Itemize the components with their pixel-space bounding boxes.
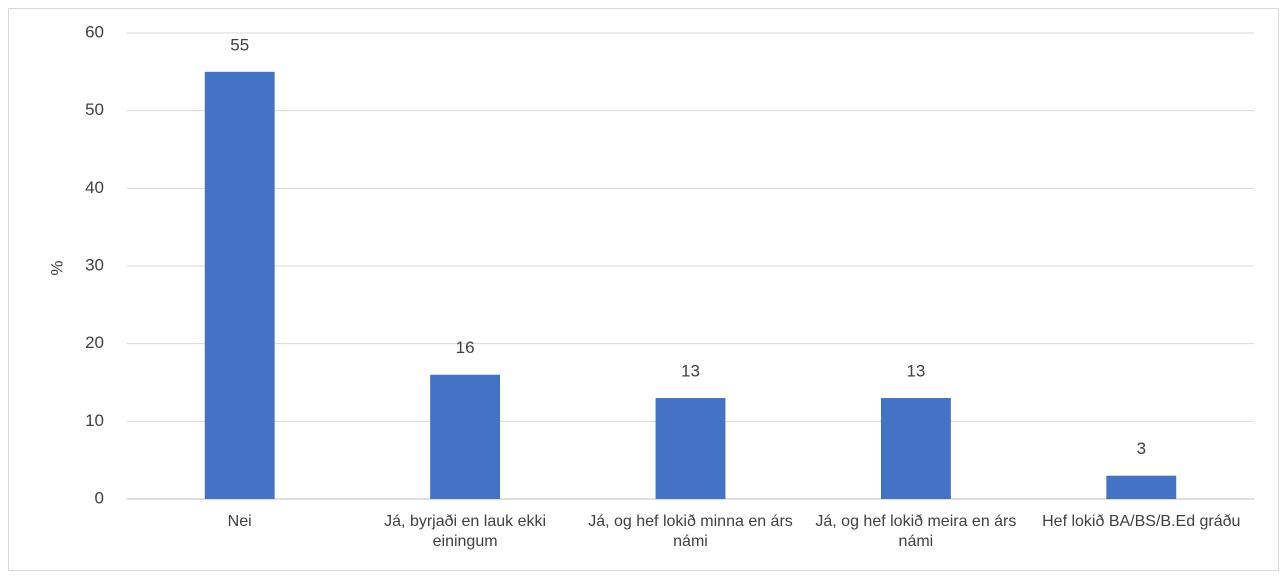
x-tick-label: Já, byrjaði en lauk ekki einingum — [384, 513, 547, 550]
x-tick-label: Já, og hef lokið minna en árs námi — [588, 513, 793, 550]
y-tick-label: 50 — [85, 100, 104, 119]
data-label: 13 — [681, 362, 700, 381]
y-axis-title: % — [47, 260, 66, 275]
bar — [1106, 475, 1177, 499]
bar — [655, 398, 726, 499]
x-tick-label: Hef lokið BA/BS/B.Ed gráðu — [1042, 513, 1241, 530]
y-tick-label: 0 — [95, 488, 104, 507]
y-tick-label: 30 — [85, 255, 104, 274]
y-tick-label: 60 — [85, 22, 104, 41]
x-tick-label: Já, og hef lokið meira en árs námi — [815, 513, 1017, 550]
data-label: 16 — [456, 338, 475, 357]
y-tick-label: 20 — [85, 333, 104, 352]
bar — [430, 374, 501, 499]
data-label: 55 — [230, 35, 249, 54]
y-tick-label: 10 — [85, 411, 104, 430]
bar — [204, 71, 275, 499]
chart-frame — [8, 8, 1279, 571]
x-tick-label: Nei — [227, 513, 252, 530]
bar — [880, 398, 951, 499]
data-label: 3 — [1137, 439, 1146, 458]
y-tick-label: 40 — [85, 178, 104, 197]
data-label: 13 — [906, 362, 925, 381]
